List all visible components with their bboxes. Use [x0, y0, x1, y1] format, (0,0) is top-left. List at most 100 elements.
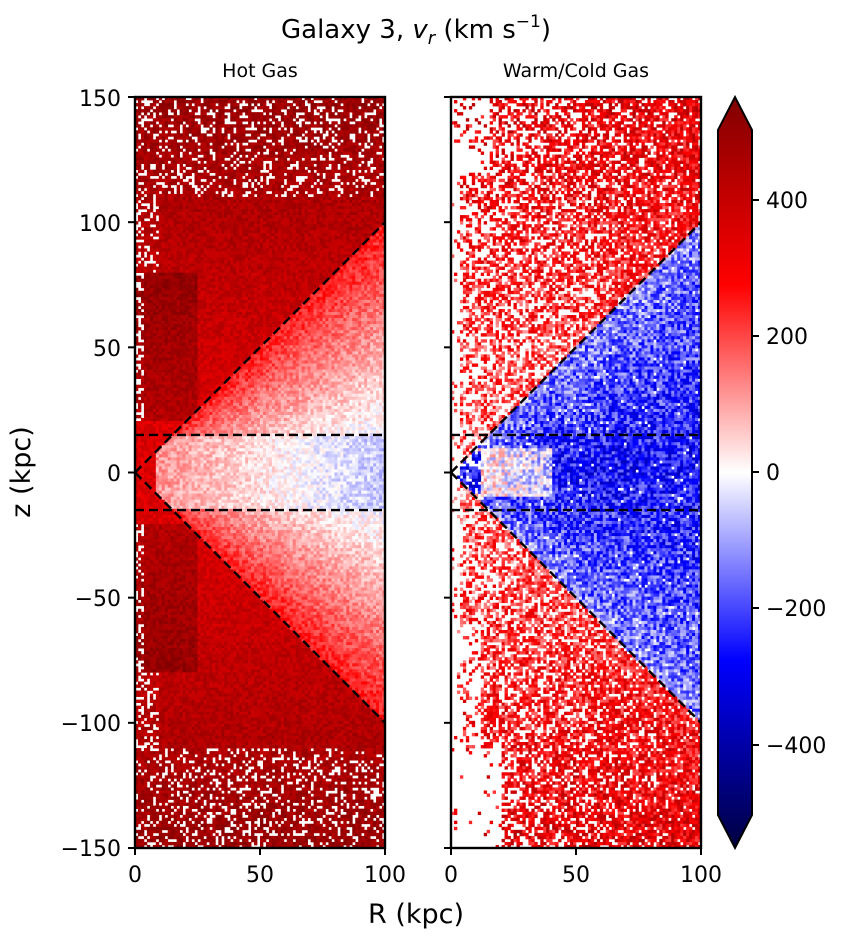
hot-gas-cell: [206, 278, 210, 283]
hot-gas-cell: [149, 218, 154, 222]
hot-gas-cell: [158, 227, 163, 231]
hot-gas-cell: [215, 239, 219, 243]
hot-gas-cell: [268, 272, 273, 277]
hot-gas-cell: [289, 227, 294, 231]
hot-gas-cell: [310, 187, 314, 192]
hot-gas-cell: [298, 100, 303, 104]
hot-gas-cell: [197, 166, 201, 171]
hot-gas-cell: [289, 284, 294, 289]
hot-gas-cell: [349, 118, 353, 122]
hot-gas-cell: [319, 163, 323, 167]
hot-gas-cell: [271, 178, 276, 183]
hot-gas-cell: [167, 215, 172, 219]
hot-gas-cell: [254, 136, 258, 140]
hot-gas-cell: [188, 236, 192, 240]
hot-gas-cell: [367, 142, 371, 146]
hot-gas-cell: [215, 166, 219, 171]
hot-gas-cell: [373, 199, 377, 204]
hot-gas-cell: [188, 139, 192, 143]
hot-gas-cell: [224, 196, 228, 201]
hot-gas-cell: [298, 245, 303, 249]
hot-gas-cell: [343, 175, 347, 180]
hot-gas-cell: [352, 109, 356, 113]
hot-gas-cell: [289, 124, 294, 128]
hot-gas-cell: [194, 202, 198, 207]
hot-gas-cell: [155, 278, 160, 283]
hot-gas-cell: [257, 254, 261, 258]
hot-gas-cell: [164, 224, 169, 228]
hot-gas-cell: [382, 163, 385, 167]
hot-gas-cell: [233, 172, 237, 177]
hot-gas-cell: [328, 263, 332, 267]
hot-gas-cell: [209, 190, 213, 195]
hot-gas-cell: [325, 272, 329, 277]
hot-gas-cell: [191, 97, 195, 101]
hot-gas-cell: [215, 209, 219, 213]
hot-gas-cell: [197, 100, 201, 104]
hot-gas-cell: [325, 184, 329, 189]
hot-gas-cell: [248, 272, 252, 277]
hot-gas-cell: [337, 145, 341, 149]
hot-gas-cell: [313, 212, 317, 216]
hot-gas-cell: [215, 206, 219, 210]
hot-gas-cell: [200, 239, 204, 243]
hot-gas-cell: [254, 251, 258, 255]
hot-gas-cell: [200, 248, 204, 252]
hot-gas-cell: [304, 118, 308, 122]
hot-gas-cell: [271, 284, 276, 289]
hot-gas-cell: [206, 281, 210, 286]
hot-gas-cell: [221, 109, 225, 113]
hot-gas-cell: [257, 97, 261, 101]
hot-gas-cell: [209, 233, 213, 237]
hot-gas-cell: [382, 254, 385, 258]
hot-gas-cell: [340, 290, 344, 295]
hot-gas-cell: [236, 202, 240, 207]
hot-gas-cell: [325, 181, 329, 186]
hot-gas-cell: [239, 118, 243, 122]
hot-gas-cell: [289, 215, 294, 219]
hot-gas-cell: [158, 275, 163, 280]
hot-gas-cell: [173, 172, 178, 177]
hot-gas-cell: [328, 254, 332, 258]
hot-gas-cell: [137, 109, 142, 113]
hot-gas-cell: [292, 233, 297, 237]
hot-gas-cell: [203, 251, 207, 255]
hot-gas-cell: [277, 202, 282, 207]
hot-gas-cell: [254, 199, 258, 204]
hot-gas-cell: [355, 260, 359, 264]
hot-gas-cell: [236, 121, 240, 125]
hot-gas-cell: [295, 181, 300, 186]
hot-gas-cell: [170, 193, 175, 198]
hot-gas-cell: [322, 257, 326, 261]
hot-gas-cell: [274, 263, 279, 267]
hot-gas-cell: [316, 293, 320, 298]
hot-gas-cell: [277, 212, 282, 216]
hot-gas-cell: [295, 227, 300, 231]
hot-gas-cell: [135, 154, 139, 158]
hot-gas-cell: [370, 145, 374, 149]
hot-gas-cell: [352, 257, 356, 261]
hot-gas-cell: [331, 193, 335, 198]
hot-gas-cell: [298, 236, 303, 240]
hot-gas-cell: [334, 275, 338, 280]
hot-gas-cell: [289, 287, 294, 292]
hot-gas-cell: [218, 242, 222, 246]
hot-gas-cell: [200, 269, 204, 273]
hot-gas-cell: [242, 157, 246, 161]
hot-gas-cell: [182, 293, 186, 298]
hot-gas-cell: [373, 299, 377, 304]
hot-gas-cell: [355, 287, 359, 292]
hot-gas-cell: [265, 209, 270, 213]
hot-gas-cell: [292, 145, 297, 149]
hot-gas-cell: [146, 275, 151, 280]
hot-gas-cell: [185, 251, 189, 255]
hot-gas-cell: [158, 278, 163, 283]
hot-gas-cell: [358, 181, 362, 186]
hot-gas-cell: [292, 239, 297, 243]
hot-gas-cell: [224, 154, 228, 158]
hot-gas-cell: [322, 163, 326, 167]
hot-gas-cell: [227, 142, 231, 146]
hot-gas-cell: [268, 242, 273, 246]
hot-gas-cell: [280, 181, 285, 186]
hot-gas-cell: [349, 281, 353, 286]
